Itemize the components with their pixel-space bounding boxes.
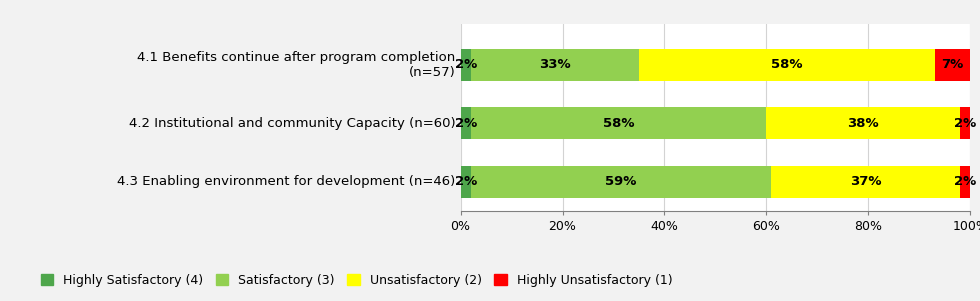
Bar — [960, 166, 970, 197]
Text: 59%: 59% — [606, 175, 637, 188]
Text: 2%: 2% — [455, 117, 477, 130]
Text: 2%: 2% — [954, 117, 976, 130]
Bar — [960, 107, 970, 139]
Bar — [766, 107, 960, 139]
Bar — [470, 107, 766, 139]
Text: 58%: 58% — [603, 117, 634, 130]
Text: 4.1 Benefits continue after program completion
(n=57): 4.1 Benefits continue after program comp… — [137, 51, 456, 79]
Legend: Highly Satisfactory (4), Satisfactory (3), Unsatisfactory (2), Highly Unsatisfac: Highly Satisfactory (4), Satisfactory (3… — [35, 269, 677, 292]
Bar — [935, 49, 970, 81]
Bar — [470, 49, 639, 81]
Text: 2%: 2% — [455, 175, 477, 188]
Bar — [639, 49, 935, 81]
Text: 4.2 Institutional and community Capacity (n=60): 4.2 Institutional and community Capacity… — [129, 117, 456, 130]
Bar — [461, 49, 470, 81]
Bar — [461, 166, 470, 197]
Text: 2%: 2% — [954, 175, 976, 188]
Bar — [771, 166, 960, 197]
Text: 37%: 37% — [850, 175, 881, 188]
Bar — [470, 166, 771, 197]
Text: 58%: 58% — [771, 58, 803, 71]
Text: 33%: 33% — [539, 58, 570, 71]
Bar — [461, 107, 470, 139]
Text: 38%: 38% — [848, 117, 879, 130]
Text: 7%: 7% — [941, 58, 963, 71]
Text: 4.3 Enabling environment for development (n=46): 4.3 Enabling environment for development… — [118, 175, 456, 188]
Text: 2%: 2% — [455, 58, 477, 71]
